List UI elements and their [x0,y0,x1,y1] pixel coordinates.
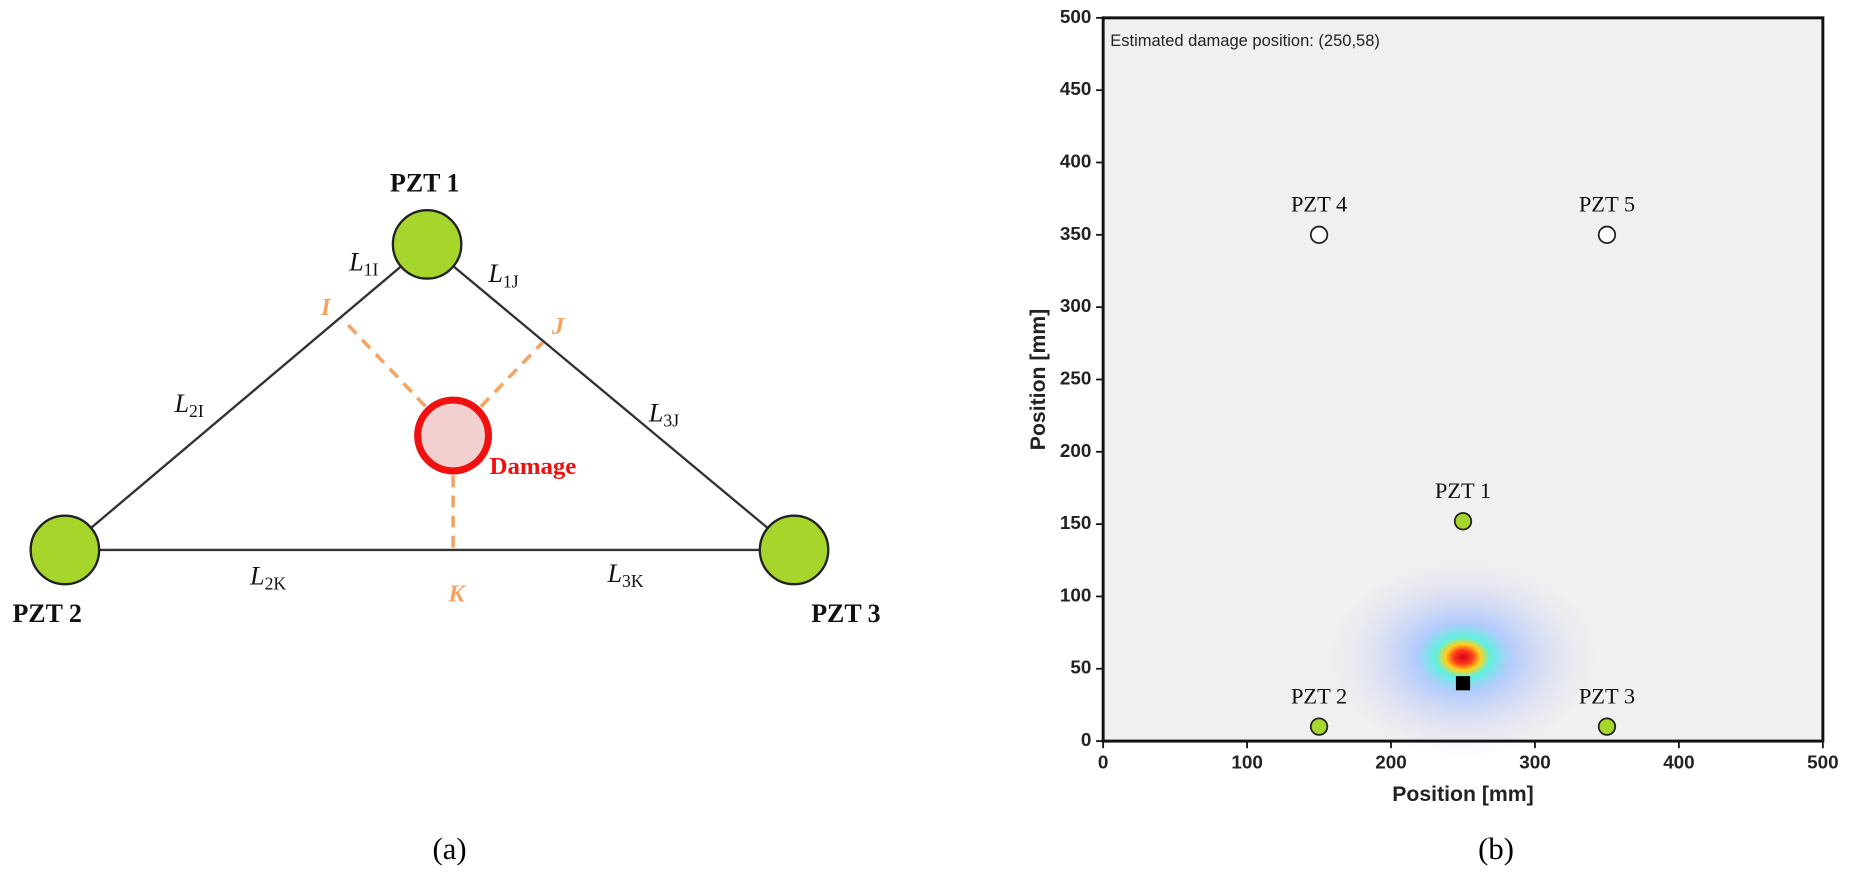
edge-main: L [249,561,264,590]
edge-sub: 3K [622,571,644,591]
sensor-label: PZT 4 [1291,192,1347,217]
sensor-point [1309,225,1329,244]
x-tick-label: 0 [1098,751,1109,772]
y-tick-label: 500 [1060,6,1091,27]
damage-marker [1455,676,1471,691]
y-tick-label: 350 [1060,223,1091,244]
damage-heatmap [1327,556,1599,758]
y-tick-label: 400 [1060,150,1091,171]
edge-main: L [648,398,663,427]
triangle [61,242,798,552]
point-label: K [447,581,466,608]
edge-sub: 3J [663,411,679,431]
x-tick-label: 500 [1807,751,1838,772]
y-tick-label: 300 [1060,295,1091,316]
edge-label: L3K [607,559,644,591]
sensor-point [1597,717,1617,736]
point-label: I [320,294,332,321]
y-tick-label: 200 [1060,440,1091,461]
edge-sub: 2I [189,401,204,421]
sensor-point [1453,512,1473,531]
edge-main: L [487,259,502,288]
edge-label: L1I [348,247,378,279]
edge-main: L [174,389,189,418]
damage-label: Damage [490,453,577,480]
pzt-node [391,208,463,280]
x-tick-label: 300 [1519,751,1550,772]
sensor-label: PZT 5 [1579,192,1635,217]
pzt-node [758,514,830,586]
y-tick-label: 250 [1060,367,1091,388]
node-label: PZT 3 [811,599,880,628]
damage-circle [414,396,492,475]
edge-main: L [607,559,622,588]
y-axis-label: Position [mm] [1027,309,1050,450]
caption: (a) [433,832,467,866]
diagram: PZT 1 PZT 2 PZT 3 Damage I J K L1I L1J L… [12,168,1513,866]
edge-sub: 1J [503,271,519,291]
annotation: Estimated damage position: (250,58) [1110,32,1380,50]
chart: 0 100 200 300 400 500 0 50 100 150 200 250 300 350 400… [1027,6,1839,806]
x-tick-label: 100 [1231,751,1262,772]
y-tick-label: 100 [1060,584,1091,605]
x-tick-label: 200 [1375,751,1406,772]
edge-label: L3J [648,398,679,430]
sensor-label: PZT 3 [1579,683,1635,708]
edge-label: L2I [174,389,204,421]
sensor-point [1309,717,1329,736]
node-label: PZT 1 [390,168,459,197]
edge-label: L2K [249,561,286,593]
y-tick-label: 50 [1070,657,1091,678]
edge-sub: 1I [364,260,379,280]
plot-frame [1101,16,1825,743]
y-tick-label: 0 [1081,729,1092,750]
caption: (b) [1478,832,1514,866]
edge-main: L [348,247,363,276]
sensor-label: PZT 2 [1291,683,1347,708]
sensor-label: PZT 1 [1435,478,1491,503]
y-tick-label: 450 [1060,78,1091,99]
x-tick-label: 400 [1663,751,1694,772]
edge-label: L1J [487,259,518,291]
edge-sub: 2K [265,573,287,593]
y-tick-label: 150 [1060,512,1091,533]
point-label: J [551,313,566,340]
pzt-node [29,514,101,586]
x-axis-label: Position [mm] [1392,783,1533,806]
sensor-point [1597,225,1617,244]
node-label: PZT 2 [12,599,81,628]
